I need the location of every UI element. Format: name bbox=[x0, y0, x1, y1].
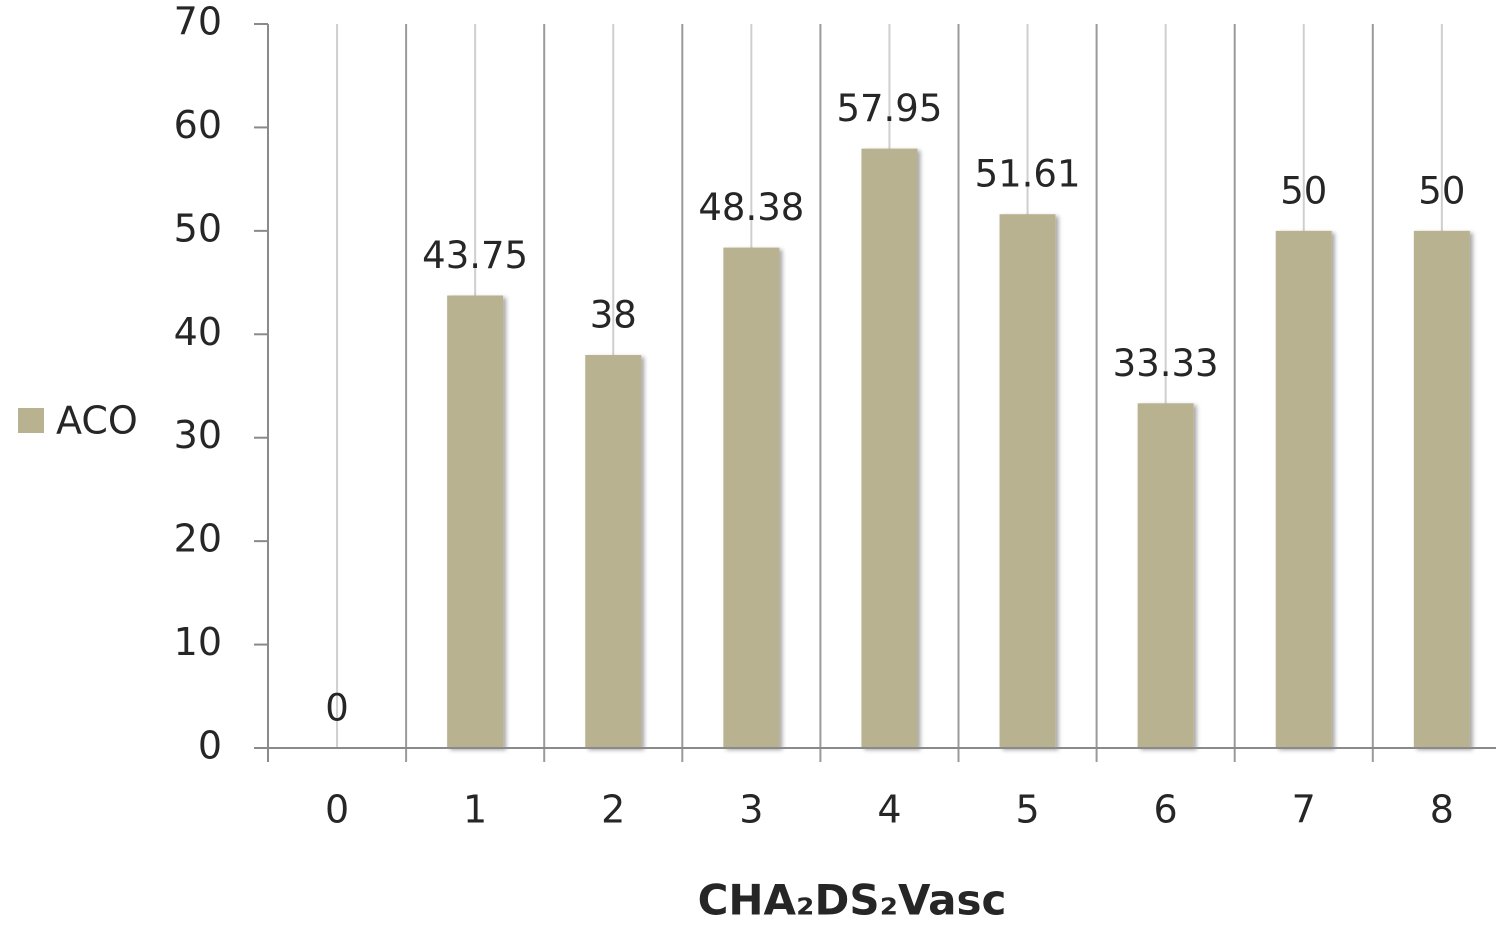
value-label: 51.61 bbox=[975, 153, 1081, 196]
value-label: 50 bbox=[1280, 169, 1327, 212]
value-label: 50 bbox=[1418, 169, 1465, 212]
y-tick-label: 20 bbox=[174, 517, 222, 561]
y-tick-label: 50 bbox=[174, 206, 222, 250]
bar bbox=[1275, 230, 1332, 748]
x-tick-label: 4 bbox=[877, 788, 901, 832]
value-label: 38 bbox=[590, 293, 637, 336]
bar bbox=[999, 214, 1056, 748]
value-label: 48.38 bbox=[698, 186, 804, 229]
bar bbox=[1413, 230, 1470, 748]
bar bbox=[585, 354, 642, 748]
value-label: 57.95 bbox=[836, 87, 942, 130]
x-tick-label: 0 bbox=[325, 788, 349, 832]
bar bbox=[861, 148, 918, 749]
value-label: 0 bbox=[325, 687, 349, 730]
y-tick-label: 0 bbox=[198, 724, 222, 768]
y-tick-label: 30 bbox=[174, 413, 222, 457]
y-tick-label: 10 bbox=[174, 620, 222, 664]
y-tick-label: 70 bbox=[174, 0, 222, 44]
x-tick-label: 1 bbox=[463, 788, 487, 832]
bar bbox=[723, 247, 780, 749]
legend-label: ACO bbox=[56, 399, 138, 443]
x-tick-label: 3 bbox=[739, 788, 763, 832]
x-tick-label: 6 bbox=[1154, 788, 1178, 832]
x-tick-label: 5 bbox=[1015, 788, 1039, 832]
x-tick-label: 2 bbox=[601, 788, 625, 832]
x-tick-label: 8 bbox=[1430, 788, 1454, 832]
value-label: 33.33 bbox=[1113, 342, 1219, 385]
x-axis-title: CHA₂DS₂Vasc bbox=[698, 876, 1007, 925]
legend-swatch bbox=[18, 408, 44, 433]
y-tick-label: 60 bbox=[174, 103, 222, 147]
x-tick-label: 7 bbox=[1292, 788, 1316, 832]
y-tick-label: 40 bbox=[174, 310, 222, 354]
bar bbox=[447, 295, 504, 748]
value-label: 43.75 bbox=[422, 234, 528, 277]
bar bbox=[1137, 403, 1194, 748]
